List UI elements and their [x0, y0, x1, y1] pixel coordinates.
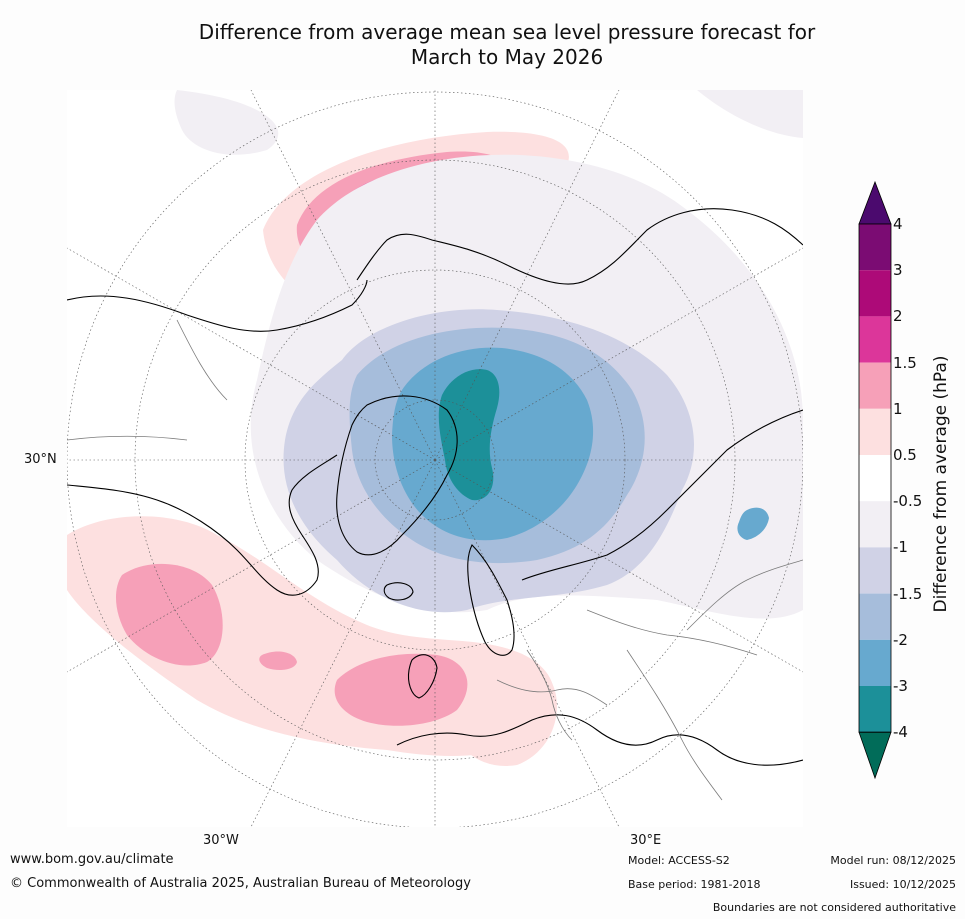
colorbar-tick-label: -3	[893, 677, 908, 695]
graticule-lat-60n	[244, 269, 626, 651]
border-north-america-1	[176, 319, 228, 401]
colorbar-tick-label: 1	[893, 399, 903, 418]
colorbar-title: Difference from average (hPa)	[931, 355, 951, 613]
anomaly-neg-0.5-arctic-west	[174, 90, 279, 155]
anomaly-pos-1-atlantic-east	[334, 653, 468, 726]
colorbar-swatch-m3-4	[859, 686, 891, 733]
label-lon-30e: 30°E	[630, 833, 662, 848]
chart-title-line1: Difference from average mean sea level p…	[198, 20, 816, 44]
coast-iceland	[383, 582, 414, 601]
coast-greenland	[336, 395, 458, 556]
colorbar-swatch-1-1.5	[859, 362, 891, 409]
border-europe-1	[496, 679, 608, 706]
anomaly-pos-1-atlantic-west	[115, 563, 223, 666]
footer-model: Model: ACCESS-S2	[628, 854, 730, 867]
colorbar-swatch-gt4	[858, 180, 892, 225]
footer-website: www.bom.gov.au/climate	[10, 852, 174, 867]
graticule-lon-120e	[434, 247, 803, 461]
anomaly-pos-1-atlantic-mid	[259, 651, 297, 670]
anomaly-neg-3-arctic	[438, 369, 500, 501]
graticule-lon-30e	[434, 459, 620, 827]
chart-title-line2: March to May 2026	[410, 45, 604, 69]
border-russia-1	[586, 609, 758, 656]
anomaly-neg-2-east-asia	[737, 507, 769, 540]
colorbar-tick-label: 0.5	[893, 446, 917, 464]
colorbar-swatch-m1-1.5	[859, 547, 891, 594]
colorbar-swatch-2-3	[859, 270, 891, 317]
pressure-anomaly-map	[67, 90, 803, 827]
colorbar-frame	[858, 223, 892, 733]
coast-europe-south	[396, 714, 803, 766]
graticule-lon-150w	[250, 90, 436, 461]
coast-scandinavia	[467, 544, 515, 656]
graticule-lon-150e	[434, 90, 620, 461]
graticule-lon-120w	[67, 247, 436, 461]
label-lon-30w: 30°W	[203, 833, 239, 848]
graticule-lon-60w	[67, 459, 436, 673]
colorbar-tick-label: -0.5	[893, 492, 923, 511]
colorbar-tick-label: 3	[893, 261, 903, 280]
anomaly-pos-0.5-europe	[442, 650, 557, 766]
colorbar-tick-label: 4	[893, 215, 903, 233]
footer-copyright: © Commonwealth of Australia 2025, Austra…	[10, 876, 471, 891]
coast-alaska-siberia	[356, 208, 803, 285]
colorbar-tick-label: -1	[893, 538, 908, 557]
coast-north-america	[67, 454, 338, 596]
footer-base-period: Base period: 1981-2018	[628, 878, 761, 891]
graticule-lon-30w	[250, 459, 436, 827]
colorbar	[855, 180, 895, 786]
graticule	[67, 90, 803, 827]
coast-eurasia-north	[521, 409, 803, 581]
colorbar-tick-label: 1.5	[893, 353, 917, 372]
country-borders	[67, 319, 803, 801]
colorbar-swatch-1.5-2	[859, 316, 891, 363]
coast-british-isles	[407, 654, 438, 699]
coast-canada-arctic	[67, 279, 368, 332]
colorbar-tick-label: -2	[893, 630, 908, 649]
colorbar-swatch-3-4	[859, 224, 891, 271]
colorbar-svg	[858, 180, 892, 780]
border-asia-1	[626, 649, 723, 801]
footer-disclaimer: Boundaries are not considered authoritat…	[712, 901, 956, 914]
label-lat-30n: 30°N	[24, 452, 57, 467]
colorbar-swatch-0.5-1	[859, 408, 891, 455]
graticule-lon-60e	[434, 459, 803, 673]
chart-title: Difference from average mean sea level p…	[0, 20, 965, 70]
colorbar-tick-label: -4	[893, 723, 908, 742]
colorbar-swatch-m0.5-1	[859, 501, 891, 548]
colorbar-swatch-m1.5-2	[859, 593, 891, 640]
border-europe-2	[526, 649, 573, 741]
colorbar-swatch-lt-m4	[858, 731, 892, 780]
footer-model-run: Model run: 08/12/2025	[830, 854, 956, 867]
footer-issued: Issued: 10/12/2025	[849, 878, 956, 891]
anomaly-neg-0.5-northeast	[697, 90, 803, 138]
border-asia-2	[686, 559, 803, 631]
colorbar-swatch-neutral	[859, 455, 891, 502]
colorbar-swatch-m2-3	[859, 639, 891, 686]
colorbar-tick-label: -1.5	[893, 584, 923, 603]
colorbar-tick-label: 2	[893, 307, 903, 326]
coastlines	[67, 208, 803, 766]
map-svg	[67, 90, 803, 827]
border-north-america-2	[67, 435, 188, 441]
